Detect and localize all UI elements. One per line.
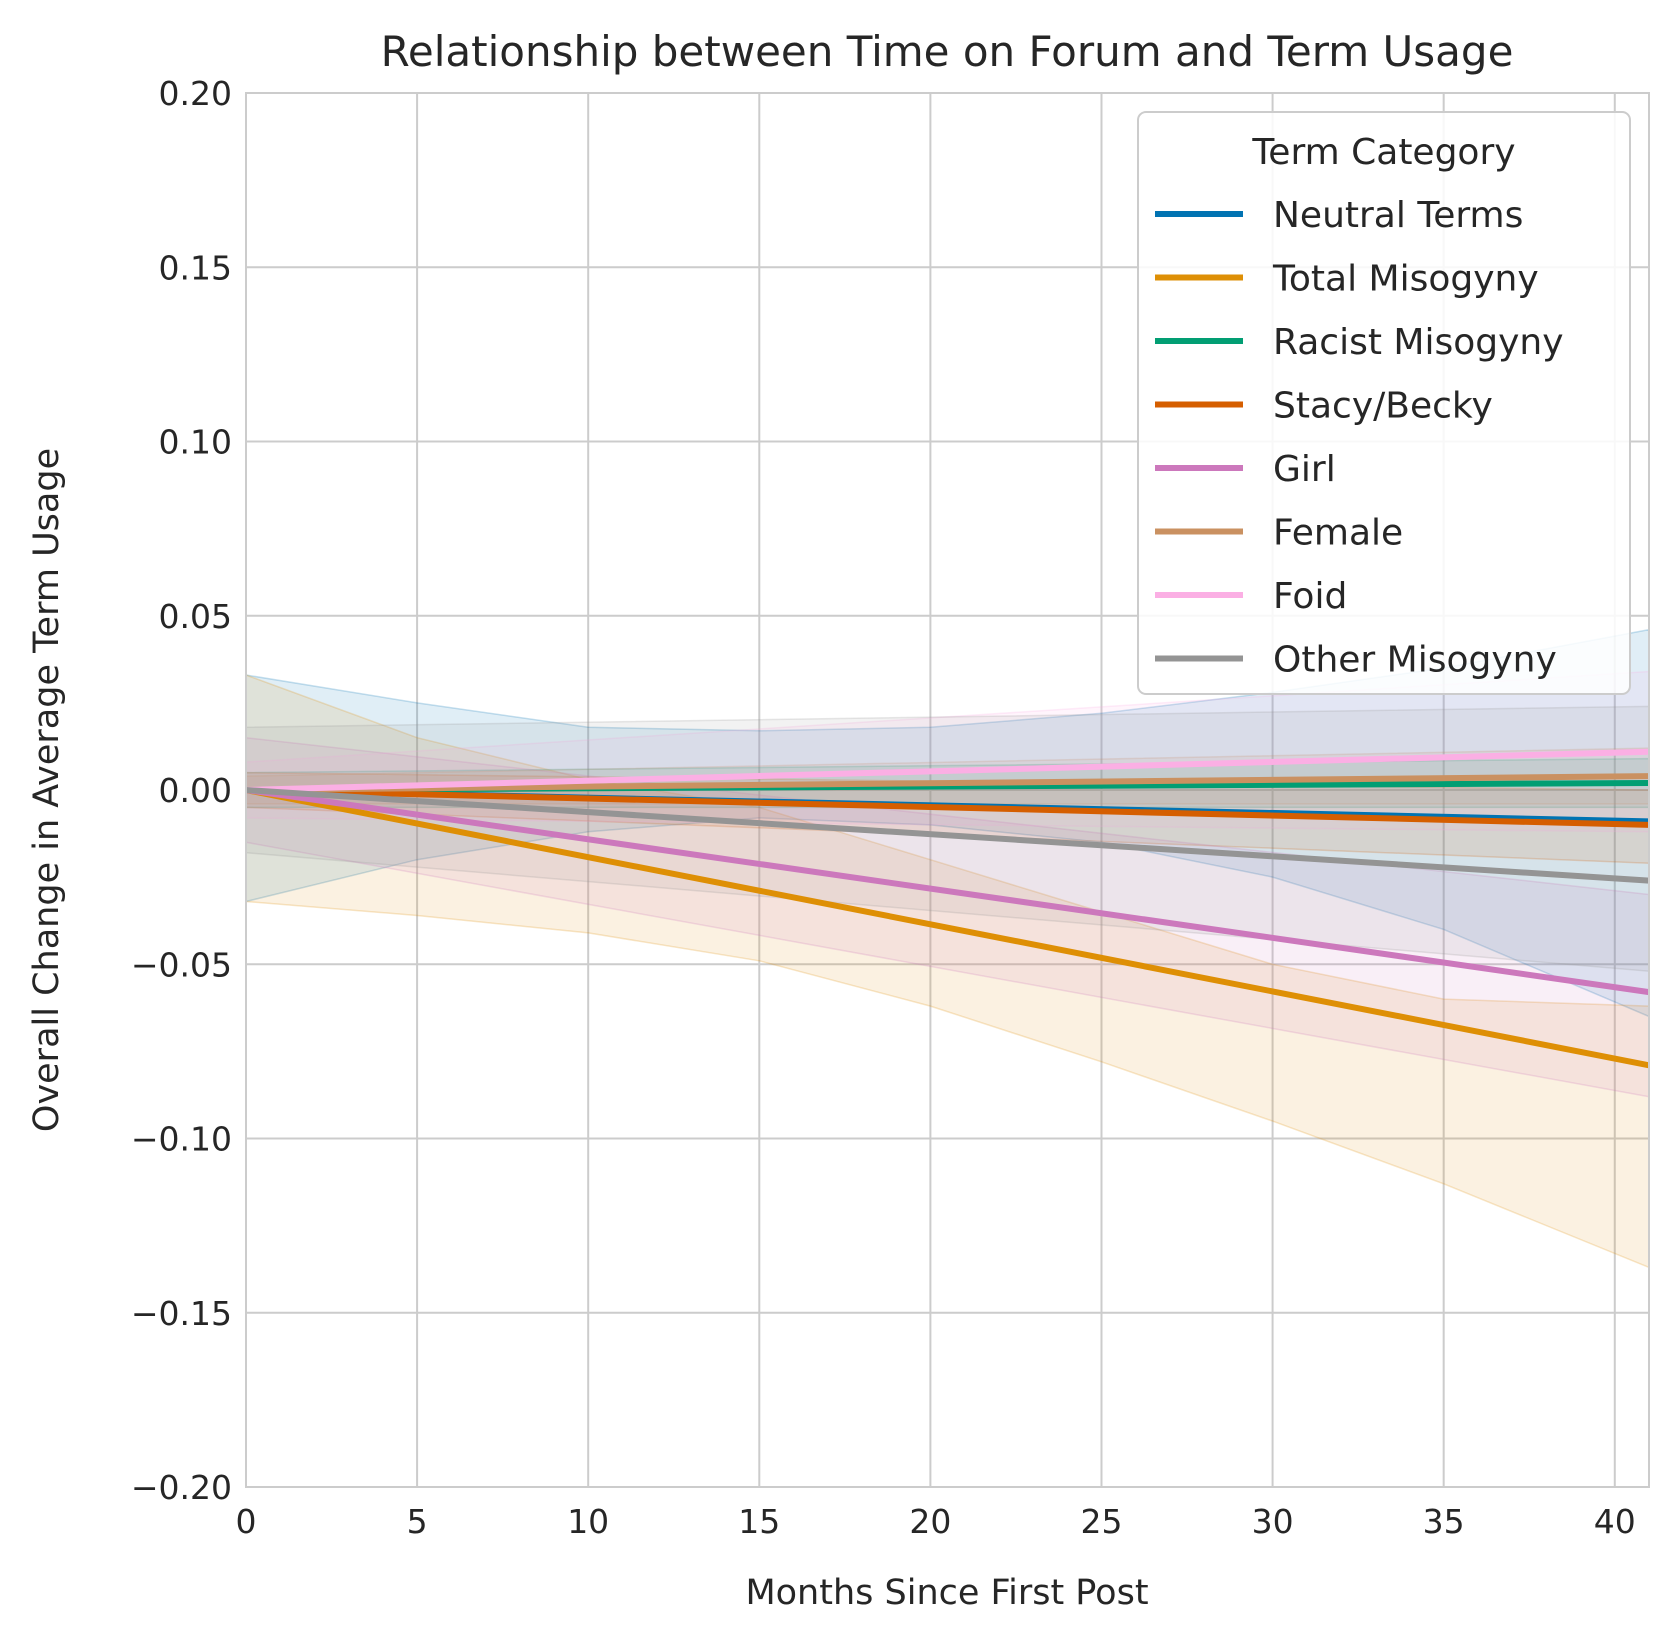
tick-labels: 0 5 10 15 20 25 30 35 40 −0.20 −0.15 −0.10 −0.05 0.00…	[131, 74, 1636, 1541]
legend-item-female: Female	[1155, 513, 1403, 554]
legend-item-racist-misogyny: Racist Misogyny	[1155, 322, 1564, 363]
x-tick-label: 25	[1080, 1502, 1122, 1541]
legend-item-girl: Girl	[1155, 449, 1336, 490]
legend-label: Girl	[1273, 449, 1336, 490]
x-tick-label: 40	[1594, 1502, 1636, 1541]
y-tick-label: 0.20	[159, 74, 232, 113]
legend-title: Term Category	[1251, 132, 1515, 173]
line-foid	[245, 748, 1650, 793]
legend-label: Other Misogyny	[1273, 640, 1557, 681]
legend-label: Female	[1273, 513, 1403, 554]
x-axis-title: Months Since First Post	[745, 1573, 1148, 1613]
legend-box	[1137, 111, 1631, 695]
y-tick-label: 0.15	[159, 248, 232, 287]
x-tick-label: 0	[236, 1502, 257, 1541]
chart-title: Relationship between Time on Forum and T…	[381, 27, 1514, 76]
legend-item-total-misogyny: Total Misogyny	[1155, 259, 1539, 300]
y-tick-label: −0.05	[131, 945, 232, 984]
legend-label: Racist Misogyny	[1273, 322, 1564, 363]
legend-label: Stacy/Becky	[1273, 386, 1493, 427]
y-tick-label: 0.05	[159, 597, 232, 636]
y-tick-label: −0.20	[131, 1468, 232, 1507]
y-tick-label: −0.10	[131, 1120, 232, 1159]
legend: Term Category Neutral Terms Total Misogyn…	[1137, 111, 1631, 695]
x-tick-label: 20	[909, 1502, 951, 1541]
y-tick-label: −0.15	[131, 1294, 232, 1333]
line-total-misogyny	[245, 787, 1650, 1069]
legend-item-neutral-terms: Neutral Terms	[1155, 195, 1523, 236]
y-tick-label: 0.10	[159, 423, 232, 462]
line-stacy-becky	[245, 787, 1650, 828]
line-girl	[245, 787, 1650, 996]
y-axis-title: Overall Change in Average Term Usage	[27, 448, 67, 1132]
legend-item-other-misogyny: Other Misogyny	[1155, 640, 1557, 681]
legend-label: Total Misogyny	[1272, 259, 1539, 300]
legend-label: Foid	[1273, 576, 1347, 617]
line-female	[245, 773, 1650, 793]
legend-item-foid: Foid	[1155, 576, 1347, 617]
x-tick-label: 15	[738, 1502, 780, 1541]
x-tick-label: 10	[567, 1502, 609, 1541]
x-tick-label: 35	[1423, 1502, 1465, 1541]
x-tick-label: 30	[1252, 1502, 1294, 1541]
plot-frame	[245, 92, 1650, 1488]
x-tick-label: 5	[407, 1502, 428, 1541]
series-lines	[245, 748, 1650, 1069]
legend-label: Neutral Terms	[1273, 195, 1523, 236]
line-other-misogyny	[245, 787, 1650, 884]
y-tick-label: 0.00	[159, 771, 232, 810]
legend-item-stacy-becky: Stacy/Becky	[1155, 386, 1493, 427]
